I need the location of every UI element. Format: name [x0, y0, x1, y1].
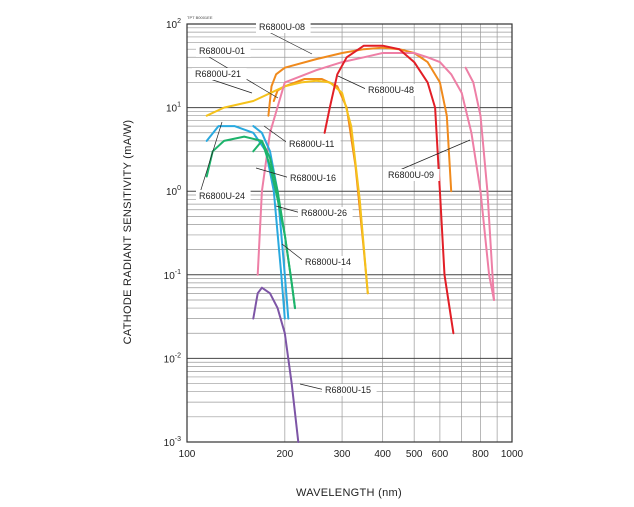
- leader-r6800u-16: [255, 167, 291, 179]
- label-bg-r6800u-16: [287, 172, 342, 184]
- series-line-r6800u-24: [205, 125, 286, 320]
- y-tick-label: 102: [166, 18, 181, 31]
- y-tick-label: 10-1: [164, 269, 181, 282]
- label-bg-r6800u-09: [385, 169, 440, 181]
- leader-r6800u-11: [263, 125, 290, 145]
- label-r6800u-09: R6800U-09: [388, 170, 434, 180]
- label-r6800u-08: R6800U-08: [259, 22, 305, 32]
- label-r6800u-48: R6800U-48: [368, 85, 414, 95]
- label-bg-r6800u-21: [192, 68, 247, 80]
- annotation-layer: R6800U-08 R6800U-01 R6800U-21 R6800U-48 R680…: [192, 21, 471, 396]
- x-tick-label: 100: [179, 449, 196, 460]
- label-r6800u-24: R6800U-24: [199, 191, 245, 201]
- label-r6800u-01: R6800U-01: [199, 46, 245, 56]
- x-tick-label: 400: [374, 449, 391, 460]
- label-r6800u-26: R6800U-26: [301, 208, 347, 218]
- label-r6800u-11: R6800U-11: [289, 139, 334, 149]
- series-line-r6800u-15: [252, 286, 300, 443]
- label-bg-r6800u-24: [196, 190, 251, 202]
- label-bg-r6800u-11: [286, 138, 341, 150]
- label-bg-r6800u-14: [302, 256, 357, 268]
- x-tick-label: 500: [406, 449, 423, 460]
- label-r6800u-15: R6800U-15: [325, 385, 371, 395]
- leader-r6800u-48: [337, 75, 369, 91]
- x-tick-label: 200: [276, 449, 293, 460]
- leader-r6800u-24: [198, 121, 223, 197]
- leader-r6800u-26: [275, 205, 302, 214]
- axis-layer: 100 200 300 400 500 600 800 1000 102 101 100 10-1 10…: [164, 18, 524, 460]
- corner-note: TPT B0001EE: [187, 15, 213, 20]
- leader-r6800u-14: [281, 243, 306, 263]
- plot-frame: [186, 23, 513, 443]
- label-r6800u-21: R6800U-21: [195, 69, 241, 79]
- label-bg-r6800u-15: [322, 384, 377, 396]
- label-bg-r6800u-08: [256, 21, 311, 33]
- series-line-r6800u-21: [205, 79, 369, 295]
- series-line-r6800u-48: [323, 44, 455, 335]
- x-tick-label: 800: [472, 449, 489, 460]
- y-tick-label: 10-3: [164, 436, 181, 449]
- label-r6800u-16: R6800U-16: [290, 173, 336, 183]
- label-r6800u-14: R6800U-14: [305, 257, 351, 267]
- y-tick-label: 100: [166, 185, 181, 198]
- y-tick-label: 10-2: [164, 352, 181, 365]
- y-axis-title: CATHODE RADIANT SENSITIVITY (mA/W): [122, 120, 134, 345]
- label-bg-r6800u-01: [196, 45, 251, 57]
- x-tick-label: 600: [432, 449, 449, 460]
- series-line-r6800u-14: [252, 139, 296, 310]
- series-line-r6800u-09: [464, 66, 495, 301]
- label-bg-r6800u-26: [298, 207, 353, 219]
- series-line-r6800u-11: [256, 52, 495, 301]
- label-bg-r6800u-48: [365, 84, 420, 96]
- series-layer: [205, 44, 495, 443]
- series-line-r6800u-08: [267, 46, 453, 193]
- y-tick-label: 101: [166, 102, 181, 115]
- x-tick-label: 300: [334, 449, 351, 460]
- leader-r6800u-15: [299, 383, 326, 391]
- x-tick-label: 1000: [501, 449, 524, 460]
- x-axis-title: WAVELENGTH (nm): [296, 487, 402, 499]
